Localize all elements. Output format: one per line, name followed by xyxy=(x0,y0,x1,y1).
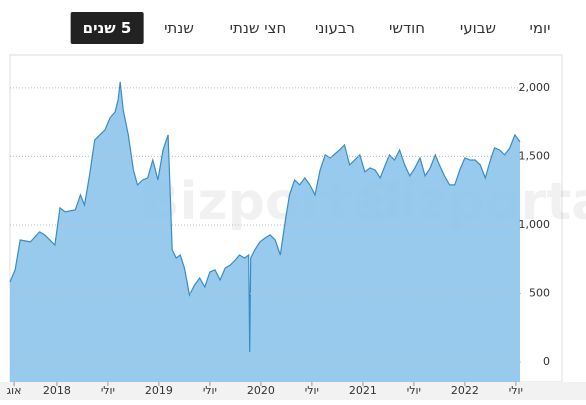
x-tick-label: יולי xyxy=(509,384,523,397)
x-tick-label: 2022 xyxy=(451,384,479,397)
price-line xyxy=(9,81,521,353)
x-tick-label: 2021 xyxy=(349,384,377,397)
x-tick-label: יולי xyxy=(407,384,421,397)
x-tick-label: 2020 xyxy=(247,384,275,397)
tab[interactable]: רבעוני xyxy=(315,19,355,37)
y-tick-label: 1,500 xyxy=(519,149,551,162)
tab[interactable]: חודשי xyxy=(388,19,426,37)
tab-active[interactable]: 5 שנים xyxy=(70,12,144,44)
x-tick-label: יולי xyxy=(305,384,319,397)
tab[interactable]: חצי שנתי xyxy=(229,19,287,37)
x-tick-label: יולי xyxy=(101,384,115,397)
area-fill xyxy=(10,81,520,383)
tab[interactable]: שבועי xyxy=(459,19,497,37)
y-tick-label: 2,000 xyxy=(519,81,551,94)
x-tick-label: אוג xyxy=(7,384,22,397)
y-tick-label: 1,000 xyxy=(519,218,551,231)
x-tick-label: 2018 xyxy=(43,384,71,397)
y-tick-label: 500 xyxy=(529,286,550,299)
x-axis-band xyxy=(0,382,586,400)
x-tick-label: 2019 xyxy=(145,384,173,397)
tab[interactable]: שנתי xyxy=(164,19,194,37)
x-tick-label: יולי xyxy=(203,384,217,397)
y-tick-label: 0 xyxy=(543,355,550,368)
tab[interactable]: יומי xyxy=(529,19,551,37)
